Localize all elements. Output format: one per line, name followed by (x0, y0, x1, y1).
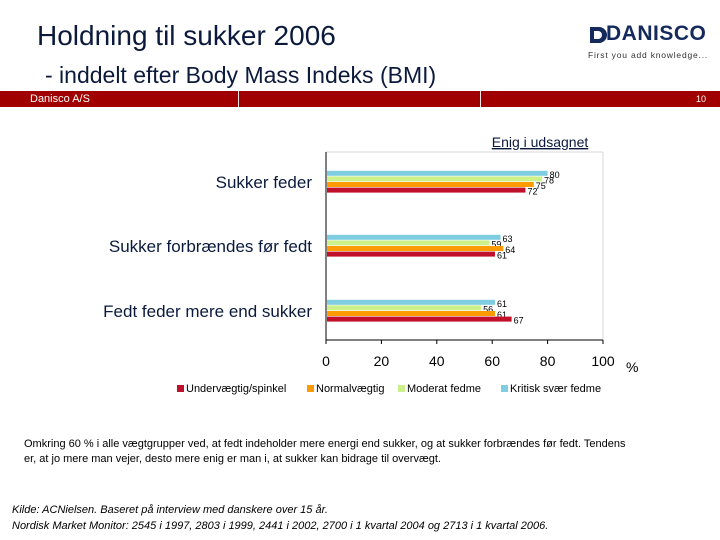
logo-wordmark: DANISCO (606, 22, 707, 45)
danisco-logo: DANISCO First you add knowledge... (588, 22, 708, 64)
bar (327, 316, 512, 322)
bar (327, 170, 548, 176)
bar (327, 251, 495, 257)
chart-title: Enig i udsagnet (492, 134, 589, 150)
value-label: 61 (497, 299, 507, 309)
page-title: Holdning til sukker 2006 (37, 20, 336, 51)
bar (327, 187, 526, 193)
x-tick-label: 20 (374, 353, 390, 369)
x-tick-label: 40 (429, 353, 445, 369)
value-label: 72 (527, 187, 537, 197)
value-label: 56 (483, 305, 493, 315)
bar (327, 176, 543, 182)
value-label: 59 (491, 240, 501, 250)
legend-swatch (177, 385, 184, 392)
value-label: 61 (497, 251, 507, 261)
logo-tagline: First you add knowledge... (588, 50, 709, 60)
value-label: 67 (514, 316, 524, 326)
x-unit-label: % (626, 359, 638, 375)
bar (327, 311, 495, 316)
header-band: Danisco A/S 10 (0, 91, 720, 107)
category-label: Fedt feder mere end sukker (103, 302, 312, 321)
value-label: 61 (497, 310, 507, 320)
value-label: 64 (505, 245, 515, 255)
bar (327, 246, 504, 251)
bar-chart: Enig i udsagnet 0 20 40 60 80 100 % Sukker feder… (103, 134, 638, 395)
company-label: Danisco A/S (30, 93, 90, 105)
x-tick-label: 60 (484, 353, 500, 369)
x-tick-label: 100 (591, 353, 615, 369)
value-label: 75 (536, 181, 546, 191)
x-tick-label: 0 (322, 353, 330, 369)
value-label: 80 (550, 170, 560, 180)
legend-label: Kritisk svær fedme (510, 383, 601, 395)
legend-label: Undervægtig/spinkel (186, 383, 286, 395)
bar (327, 305, 482, 311)
value-label: 63 (503, 234, 513, 244)
legend-swatch (501, 385, 508, 392)
band-divider (480, 91, 481, 107)
band-divider (238, 91, 239, 107)
logo-mark-icon (590, 27, 607, 43)
chart-note: Omkring 60 % i alle vægtgrupper ved, at … (24, 438, 626, 465)
source-text: Kilde: ACNielsen. Baseret på interview m… (12, 502, 712, 534)
page-number: 10 (695, 94, 706, 104)
bar (327, 299, 495, 305)
legend-label: Normalvægtig (316, 383, 384, 395)
x-tick-label: 80 (540, 353, 556, 369)
legend-swatch (398, 385, 405, 392)
source-line-1: Kilde: ACNielsen. Baseret på interview m… (12, 504, 328, 516)
legend-swatch (307, 385, 314, 392)
category-label: Sukker feder (216, 173, 313, 192)
legend-label: Moderat fedme (407, 383, 481, 395)
value-label: 78 (544, 176, 554, 186)
source-line-2: Nordisk Market Monitor: 2545 i 1997, 280… (12, 520, 549, 532)
category-label: Sukker forbrændes før fedt (109, 237, 312, 256)
bar (327, 234, 501, 240)
page-subtitle: - inddelt efter Body Mass Indeks (BMI) (45, 62, 437, 88)
bar (327, 240, 490, 246)
bar (327, 182, 534, 187)
